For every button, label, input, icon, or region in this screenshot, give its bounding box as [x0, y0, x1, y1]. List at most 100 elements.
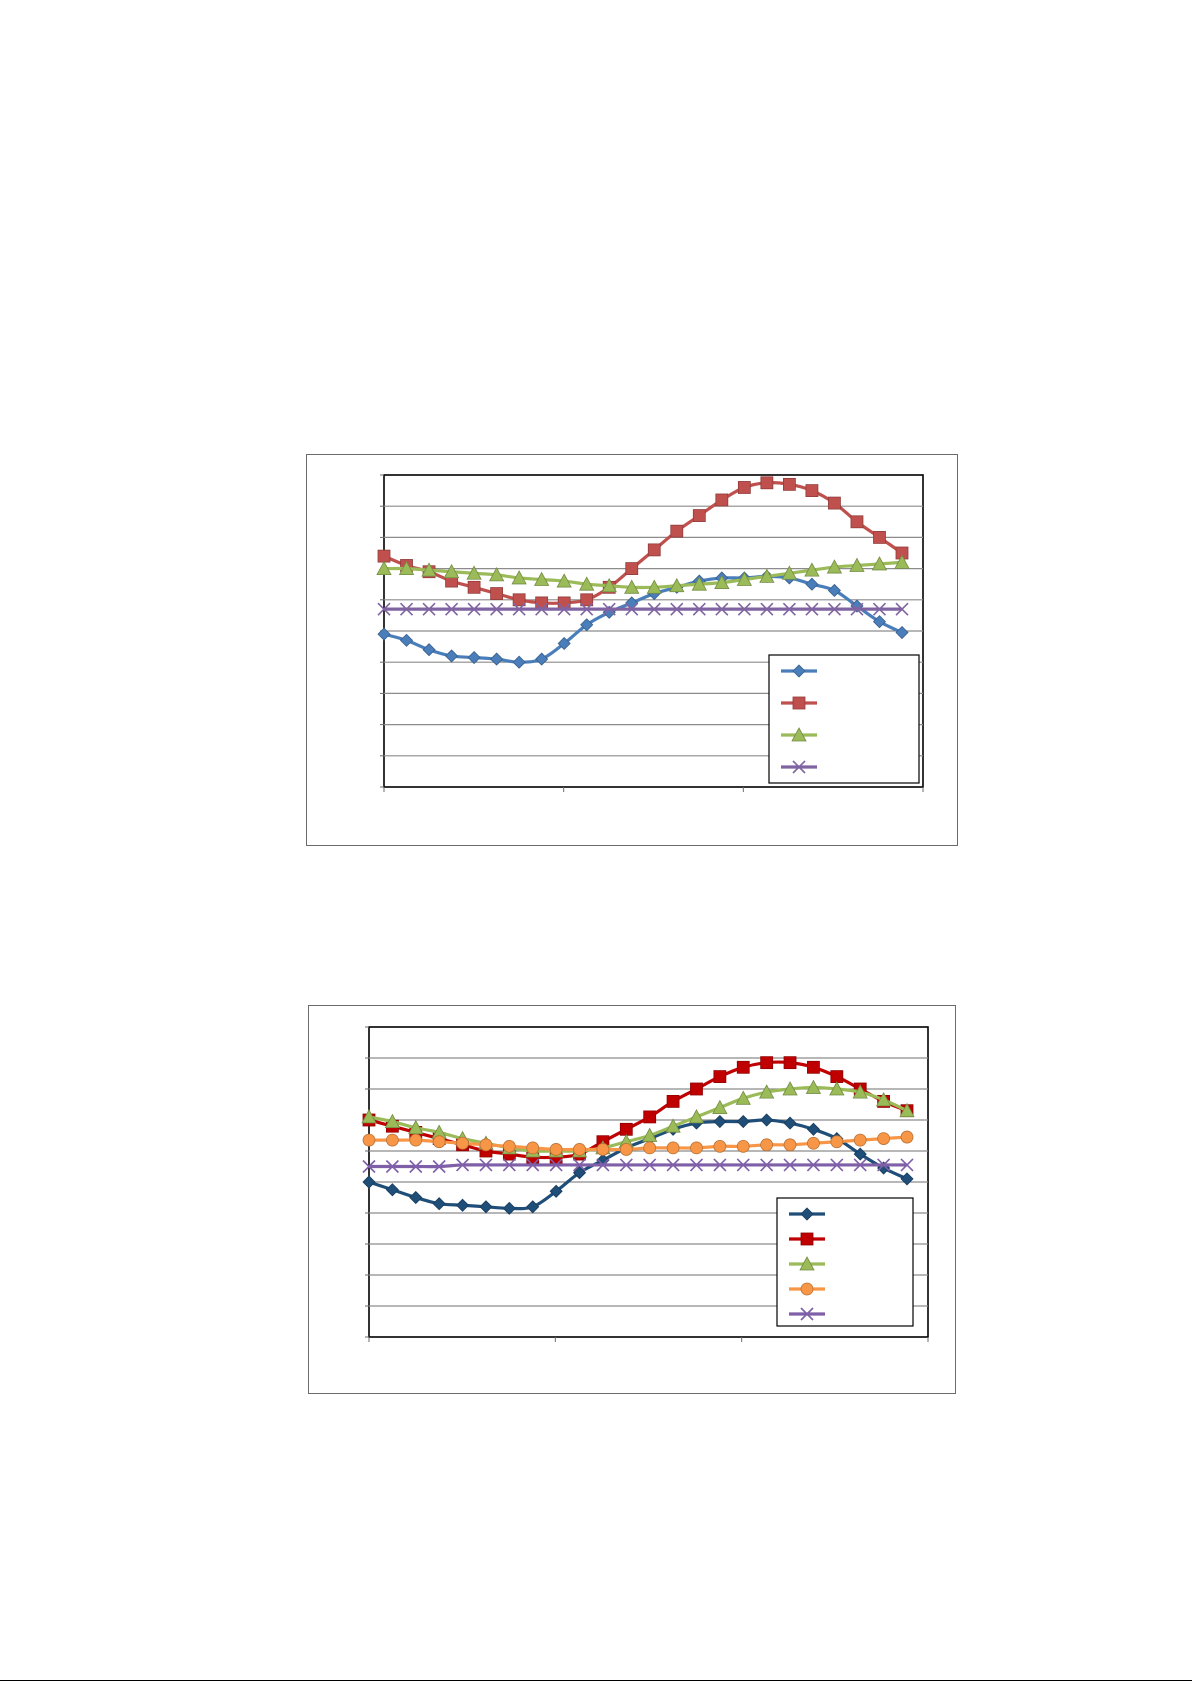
chart-2-series-5-point — [806, 1158, 821, 1172]
chart-2-series-1-point — [409, 1190, 423, 1205]
chart-2-canvas — [361, 1026, 929, 1342]
chart-2-series-2-point — [619, 1122, 633, 1136]
chart-1-series-1-point — [557, 636, 571, 651]
chart-1-series-2-point — [850, 515, 864, 529]
chart-1-series-1-point — [444, 649, 459, 663]
chart-2-series-3-point — [899, 1102, 915, 1118]
chart-1-series-3-point — [533, 571, 550, 586]
chart-1-series-1-point — [490, 652, 504, 666]
chart-2-series-3-point — [361, 1109, 377, 1124]
chart-1-series-3-point — [759, 568, 775, 583]
chart-2-series-4-point — [549, 1143, 563, 1156]
chart-2-series-1-point — [385, 1183, 399, 1197]
chart-2-series-4-point — [596, 1143, 610, 1156]
chart-1-legend-marker-1 — [792, 664, 806, 678]
chart-1-series-2-point — [670, 524, 684, 538]
chart-2-series-4-point — [830, 1135, 844, 1149]
chart-1-series-2-point — [490, 587, 504, 600]
chart-1-series-4-point — [760, 602, 774, 616]
chart-2-series-4-point — [432, 1135, 446, 1149]
line-chart-2 — [308, 1005, 956, 1394]
chart-2-series-4-point — [573, 1143, 586, 1156]
chart-1-series-4-point — [850, 602, 864, 616]
chart-1-series-4-point — [399, 602, 414, 616]
chart-2-series-5-point — [572, 1158, 587, 1172]
chart-1-series-4-point — [535, 602, 549, 616]
chart-2-series-4-point — [783, 1138, 797, 1152]
chart-2-legend-marker-2 — [800, 1232, 814, 1246]
chart-1-series-2-point — [715, 493, 729, 507]
chart-2-series-5-point — [853, 1158, 867, 1172]
chart-2-series-4-point — [385, 1133, 399, 1147]
chart-1-series-1-point — [467, 650, 481, 665]
chart-1-series-2-line — [383, 481, 903, 605]
chart-1-series-2-point — [737, 481, 751, 494]
chart-2-series-1-point — [853, 1147, 867, 1161]
chart-1-series-1-point — [805, 577, 819, 591]
chart-2-series-1-point — [736, 1114, 750, 1129]
chart-2-series-3-point — [642, 1127, 658, 1142]
chart-1-series-4-point — [490, 602, 504, 616]
chart-1-series-1-point — [512, 655, 526, 669]
chart-1-series-3-point — [894, 554, 910, 569]
chart-2-series-3-point — [875, 1092, 892, 1107]
chart-2-series-1-point — [572, 1166, 587, 1180]
chart-2-series-5-point — [455, 1158, 470, 1172]
chart-1-series-4-point — [512, 602, 526, 616]
chart-2-series-4-point — [900, 1130, 914, 1144]
chart-1-series-1-point — [895, 625, 909, 640]
chart-2-series-2-point — [830, 1070, 844, 1083]
chart-1-series-1-point — [580, 618, 594, 632]
chart-1-series-2-point — [535, 596, 549, 610]
chart-2-series-5-point — [783, 1158, 797, 1172]
chart-2-series-1-point — [713, 1114, 727, 1129]
chart-2-series-4-point — [690, 1141, 703, 1155]
chart-1-series-2-point — [805, 484, 819, 498]
chart-2-series-5-point — [549, 1158, 563, 1172]
chart-1-series-3-point — [849, 557, 865, 572]
chart-1-series-2-point — [828, 496, 841, 510]
chart-1-series-3-point — [624, 579, 640, 594]
chart-1-series-4-point — [602, 602, 616, 616]
chart-2-legend-box — [776, 1197, 914, 1327]
chart-1-series-2-point — [692, 509, 706, 522]
chart-1-series-2-point — [760, 476, 774, 490]
chart-1-series-4-point — [422, 602, 436, 616]
chart-2-series-5-point — [830, 1158, 844, 1172]
chart-2-series-1-point — [900, 1172, 914, 1186]
chart-1-series-4-point — [692, 602, 706, 616]
chart-1-legend — [768, 654, 920, 784]
chart-1-series-3-point — [804, 562, 820, 577]
chart-1-series-1-point — [377, 627, 391, 641]
chart-1-series-3-point — [579, 576, 595, 591]
chart-1-series-1-point — [625, 596, 639, 610]
chart-1-series-3-point — [488, 566, 505, 582]
chart-1-series-4-point — [444, 602, 459, 616]
chart-2-series-4-point — [807, 1136, 820, 1150]
chart-2-series-5-point — [713, 1158, 727, 1172]
chart-2-series-5-point — [432, 1159, 446, 1174]
chart-2-series-5-line — [369, 1163, 907, 1169]
chart-2-series-1-point — [783, 1116, 797, 1130]
chart-1-series-4-point — [580, 602, 594, 616]
chart-1-series-1-point — [399, 633, 414, 647]
chart-2-series-5-point — [689, 1158, 704, 1172]
chart-1-series-4-point — [827, 602, 842, 616]
chart-2-series-2-point — [807, 1060, 820, 1074]
chart-1-series-1-point — [422, 643, 436, 657]
chart-2-series-5-point — [900, 1158, 914, 1172]
chart-1-series-4-point — [557, 602, 571, 616]
chart-2-series-3-point — [782, 1081, 798, 1096]
chart-1-legend-marker-4 — [792, 760, 806, 774]
chart-2-series-5-point — [385, 1159, 399, 1174]
chart-1-series-3-point — [466, 565, 482, 580]
chart-2-series-2-point — [643, 1110, 657, 1124]
chart-2-series-4-point — [409, 1133, 423, 1147]
chart-2-series-2-point — [783, 1056, 797, 1070]
chart-2-series-4-point — [853, 1133, 867, 1147]
chart-2-series-2-point — [736, 1060, 750, 1074]
chart-1-series-1-line — [383, 574, 903, 664]
chart-1-series-3-point — [376, 560, 392, 575]
chart-2-series-1-point — [479, 1200, 493, 1214]
chart-2-series-4-point — [479, 1138, 493, 1152]
